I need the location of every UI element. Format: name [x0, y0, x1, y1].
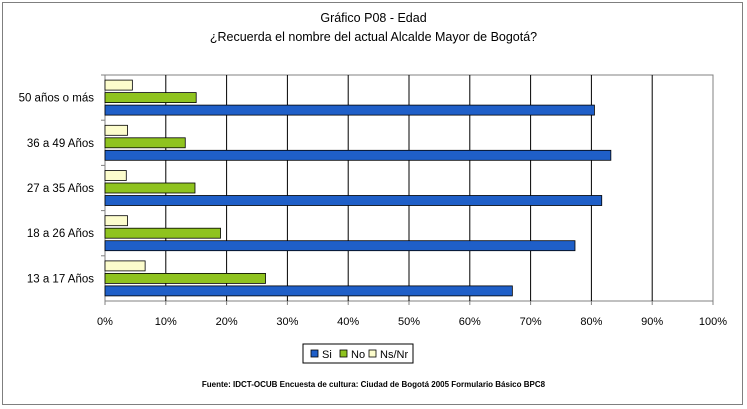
- bar-nsnr: [104, 79, 133, 91]
- y-category-label: 50 años o más: [19, 93, 95, 105]
- legend-label: Si: [322, 349, 332, 361]
- chart-title: Gráfico P08 - Edad: [320, 11, 427, 25]
- bar-si: [104, 240, 576, 252]
- x-tick-label: 10%: [155, 316, 177, 328]
- bar-si: [104, 285, 513, 297]
- x-tick-label: 70%: [520, 316, 542, 328]
- bar-no: [104, 182, 196, 194]
- bar-si: [104, 195, 603, 206]
- legend-swatch: [368, 349, 377, 358]
- x-tick-label: 0%: [97, 316, 113, 328]
- x-tick-label: 60%: [459, 316, 481, 328]
- y-category-label: 13 a 17 Años: [27, 273, 94, 285]
- x-tick-label: 80%: [580, 316, 602, 328]
- bar-no: [104, 137, 186, 149]
- bar-nsnr: [104, 124, 128, 136]
- x-tick-label: 90%: [641, 316, 663, 328]
- bar-si: [104, 149, 612, 161]
- x-tick-label: 40%: [337, 316, 359, 328]
- y-category-label: 36 a 49 Años: [27, 138, 94, 150]
- bar-nsnr: [104, 170, 127, 181]
- x-tick-label: 100%: [699, 316, 727, 328]
- bar-no: [104, 227, 221, 239]
- bar-nsnr: [104, 260, 146, 272]
- legend-label: No: [351, 349, 365, 361]
- bar-no: [104, 272, 266, 284]
- source-note: Fuente: IDCT-OCUB Encuesta de cultura: C…: [201, 380, 546, 389]
- bar-no: [104, 92, 197, 103]
- y-category-label: 27 a 35 Años: [27, 183, 94, 195]
- x-tick-label: 20%: [216, 316, 238, 328]
- legend-box: [302, 343, 414, 364]
- y-category-label: 18 a 26 Años: [27, 228, 94, 240]
- legend-label: Ns/Nr: [380, 349, 408, 361]
- legend-swatch: [310, 349, 319, 358]
- x-tick-label: 50%: [398, 316, 420, 328]
- x-tick-label: 30%: [276, 316, 298, 328]
- bar-si: [104, 104, 595, 116]
- bar-nsnr: [104, 215, 128, 227]
- chart-subtitle: ¿Recuerda el nombre del actual Alcalde M…: [209, 30, 538, 44]
- legend-swatch: [339, 349, 348, 358]
